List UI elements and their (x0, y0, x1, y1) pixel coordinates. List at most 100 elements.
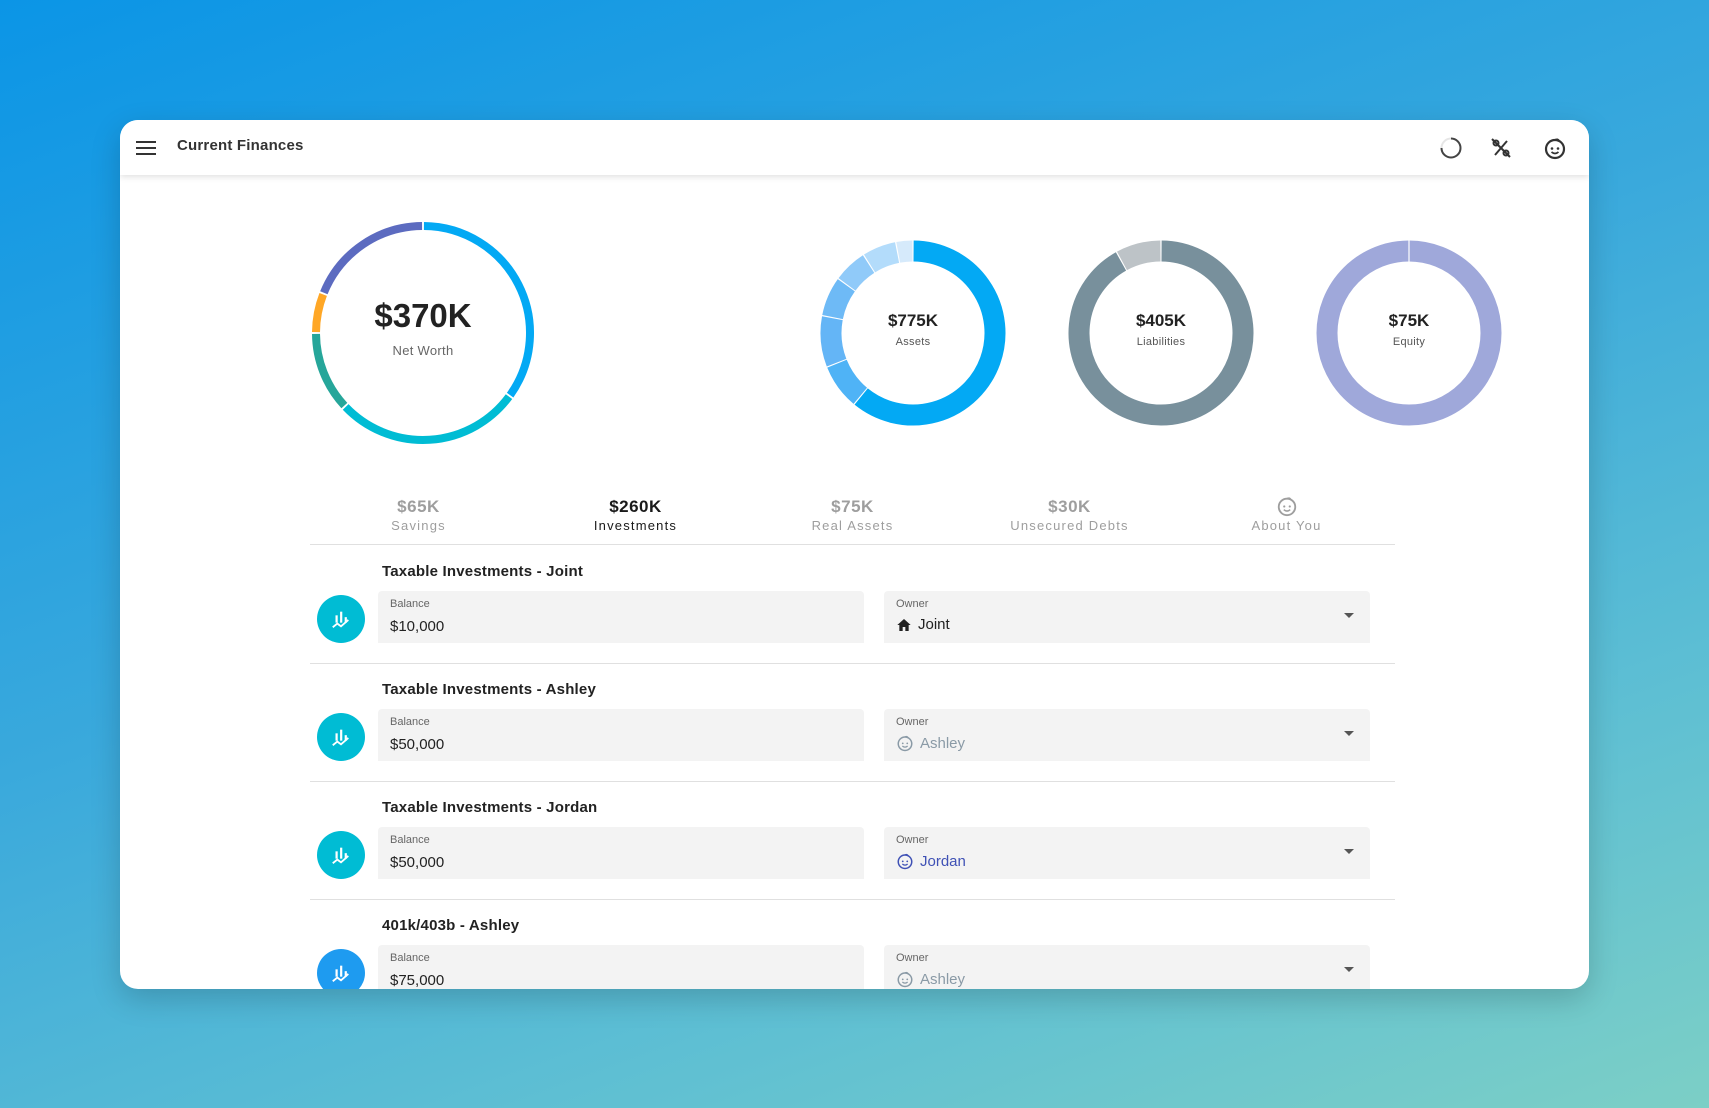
account-row: Taxable Investments - Ashley Balance $50… (310, 664, 1395, 782)
baby-face-icon (897, 971, 913, 988)
account-title: Taxable Investments - Joint (382, 563, 584, 580)
owner-name: Ashley (920, 734, 966, 752)
equity-donut (1316, 240, 1502, 426)
account-avatar[interactable] (317, 595, 365, 643)
donut-segment-4 (838, 255, 875, 291)
account-row: Taxable Investments - Jordan Balance $50… (310, 782, 1395, 900)
owner-select[interactable]: Owner Jordan (884, 827, 1370, 879)
loading-spinner-button[interactable] (1435, 132, 1467, 164)
percent-off-icon (1491, 138, 1511, 158)
balance-value: $50,000 (390, 854, 445, 871)
donut-segment-0 (423, 222, 534, 398)
net-worth-value: $370K (374, 297, 472, 334)
donut-segment-5 (863, 242, 900, 273)
investment-chart-icon (332, 847, 349, 864)
tab-value: $75K (831, 497, 874, 516)
menu-button[interactable] (130, 132, 162, 164)
owner-value: Jordan (896, 852, 966, 870)
assets-label: Assets (895, 336, 931, 348)
balance-value: $75,000 (390, 972, 445, 989)
account-title: 401k/403b - Ashley (382, 917, 520, 934)
owner-name: Ashley (920, 970, 966, 988)
owner-select[interactable]: Owner Ashley (884, 709, 1370, 761)
balance-label: Balance (390, 598, 430, 610)
equity-label: Equity (1392, 336, 1426, 348)
tab-real-assets[interactable]: $75K Real Assets (744, 485, 961, 545)
balance-label: Balance (390, 834, 430, 846)
assets-value: $775K (887, 311, 939, 330)
hamburger-menu-icon (136, 141, 156, 155)
baby-face-icon (897, 853, 913, 870)
category-tabs: $65K Savings $260K Investments $75K Real… (310, 485, 1395, 545)
tab-value: $65K (397, 497, 440, 516)
donut-segment-6 (896, 240, 913, 263)
app-bar: Current Finances (120, 120, 1589, 175)
profile-button[interactable] (1539, 132, 1571, 164)
baby-face-icon (1277, 497, 1296, 517)
tab-about-you[interactable]: About You (1178, 485, 1395, 545)
owner-value: Ashley (896, 734, 965, 752)
owner-select[interactable]: Owner Joint (884, 591, 1370, 643)
tab-label: Savings (391, 518, 446, 533)
net-worth-summary: $370K Net Worth (305, 297, 541, 358)
balance-field[interactable]: Balance $50,000 (378, 827, 864, 879)
owner-select[interactable]: Owner Ashley (884, 945, 1370, 989)
tab-icon (1178, 495, 1395, 517)
tab-label: Investments (593, 518, 678, 533)
assets-chart: $775K Assets (820, 240, 1006, 426)
account-title: Taxable Investments - Ashley (382, 681, 597, 698)
equity-value: $75K (1388, 311, 1430, 330)
liabilities-summary: $405K Liabilities (1068, 311, 1254, 348)
balance-value: $10,000 (390, 618, 445, 635)
dropdown-arrow-icon (1344, 731, 1354, 736)
account-title: Taxable Investments - Jordan (382, 799, 598, 816)
assets-summary: $775K Assets (820, 311, 1006, 348)
account-avatar[interactable] (317, 949, 365, 989)
account-list: Taxable Investments - Joint Balance $10,… (310, 546, 1395, 989)
tab-value: $260K (609, 497, 662, 516)
assets-donut (820, 240, 1006, 426)
equity-summary: $75K Equity (1316, 311, 1502, 348)
tab-unsecured-debts[interactable]: $30K Unsecured Debts (961, 485, 1178, 545)
balance-field[interactable]: Balance $10,000 (378, 591, 864, 643)
liabilities-label: Liabilities (1136, 336, 1186, 348)
balance-label: Balance (390, 952, 430, 964)
owner-label: Owner (896, 598, 929, 610)
donut-segment-1 (342, 394, 513, 444)
liabilities-chart: $405K Liabilities (1068, 240, 1254, 426)
tab-label: Real Assets (811, 518, 894, 533)
app-window: Current Finances (120, 120, 1589, 989)
donut-segment-3 (312, 293, 327, 333)
donut-segment-3 (822, 279, 856, 320)
net-worth-donut (312, 222, 534, 444)
tab-investments[interactable]: $260K Investments (527, 485, 744, 545)
balance-field[interactable]: Balance $75,000 (378, 945, 864, 989)
home-icon (897, 618, 911, 631)
investment-chart-icon (332, 729, 349, 746)
owner-label: Owner (896, 952, 929, 964)
donut-segment-1 (827, 359, 868, 404)
account-row: Taxable Investments - Joint Balance $10,… (310, 546, 1395, 664)
investment-chart-icon (332, 611, 349, 628)
net-worth-chart: $370K Net Worth (305, 215, 541, 451)
tab-value: $30K (1048, 497, 1091, 516)
donut-segment-2 (820, 316, 847, 367)
percent-off-button[interactable] (1485, 132, 1517, 164)
owner-name: Joint (918, 616, 950, 633)
owner-value: Ashley (896, 970, 965, 988)
loading-spinner-icon (1440, 137, 1462, 159)
tab-label: About You (1251, 518, 1322, 533)
baby-face-icon (897, 735, 913, 752)
donut-segment-4 (320, 222, 423, 295)
account-avatar[interactable] (317, 713, 365, 761)
balance-value: $50,000 (390, 736, 445, 753)
liabilities-donut (1068, 240, 1254, 426)
tab-label: Unsecured Debts (1010, 518, 1129, 533)
account-avatar[interactable] (317, 831, 365, 879)
balance-field[interactable]: Balance $50,000 (378, 709, 864, 761)
main-content: $370K Net Worth $775K Assets $405K Liabi… (120, 175, 1589, 989)
account-row: 401k/403b - Ashley Balance $75,000 Owner (310, 900, 1395, 989)
donut-segment-1 (1117, 240, 1161, 271)
investment-chart-icon (332, 965, 349, 982)
tab-savings[interactable]: $65K Savings (310, 485, 527, 545)
